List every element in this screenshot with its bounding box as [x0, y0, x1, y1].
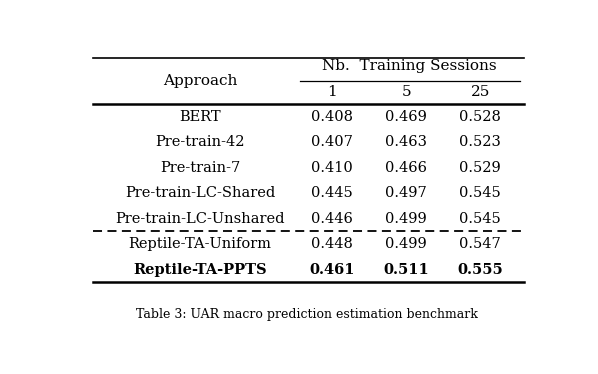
Text: Pre-train-LC-Unshared: Pre-train-LC-Unshared [115, 212, 285, 226]
Text: 25: 25 [471, 85, 490, 99]
Text: 0.461: 0.461 [309, 263, 355, 277]
Text: 0.466: 0.466 [385, 161, 427, 175]
Text: Reptile-TA-PPTS: Reptile-TA-PPTS [133, 263, 267, 277]
Text: 0.499: 0.499 [385, 237, 427, 251]
Text: Reptile-TA-Uniform: Reptile-TA-Uniform [129, 237, 271, 251]
Text: 0.528: 0.528 [459, 110, 501, 124]
Text: 0.499: 0.499 [385, 212, 427, 226]
Text: 0.555: 0.555 [457, 263, 503, 277]
Text: BERT: BERT [179, 110, 221, 124]
Text: Pre-train-7: Pre-train-7 [160, 161, 240, 175]
Text: 0.448: 0.448 [311, 237, 353, 251]
Text: 0.523: 0.523 [459, 135, 501, 149]
Text: 0.529: 0.529 [459, 161, 501, 175]
Text: Pre-train-42: Pre-train-42 [155, 135, 245, 149]
Text: Approach: Approach [163, 74, 237, 88]
Text: 1: 1 [327, 85, 337, 99]
Text: 0.497: 0.497 [385, 186, 427, 200]
Text: 0.408: 0.408 [311, 110, 353, 124]
Text: 0.547: 0.547 [459, 237, 501, 251]
Text: 0.407: 0.407 [311, 135, 353, 149]
Text: 0.511: 0.511 [383, 263, 429, 277]
Text: 0.410: 0.410 [311, 161, 353, 175]
Text: Table 3: UAR macro prediction estimation benchmark: Table 3: UAR macro prediction estimation… [136, 308, 477, 321]
Text: 5: 5 [401, 85, 411, 99]
Text: Pre-train-LC-Shared: Pre-train-LC-Shared [125, 186, 275, 200]
Text: 0.545: 0.545 [459, 186, 501, 200]
Text: Nb.  Training Sessions: Nb. Training Sessions [322, 59, 497, 73]
Text: 0.545: 0.545 [459, 212, 501, 226]
Text: 0.445: 0.445 [311, 186, 353, 200]
Text: 0.446: 0.446 [311, 212, 353, 226]
Text: 0.469: 0.469 [385, 110, 427, 124]
Text: 0.463: 0.463 [385, 135, 427, 149]
